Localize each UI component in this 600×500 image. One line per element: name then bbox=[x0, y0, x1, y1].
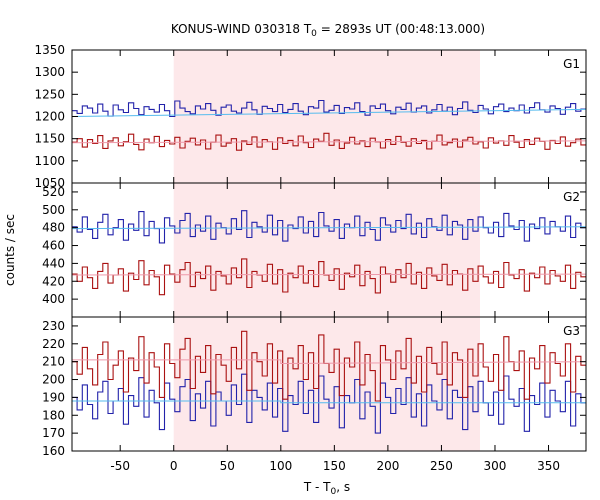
panel-g3-ytick-label: 170 bbox=[42, 426, 65, 440]
panel-g3-ytick-label: 210 bbox=[42, 355, 65, 369]
panel-g2-ytick-label: 420 bbox=[42, 274, 65, 288]
panel-g1-ytick-label: 1350 bbox=[34, 43, 65, 57]
panel-g3-ytick-label: 200 bbox=[42, 373, 65, 387]
panel-g2-ytick-label: 460 bbox=[42, 239, 65, 253]
panel-g3-blue-fit-line bbox=[72, 400, 586, 404]
chart-title-suffix: = 2893s UT (00:48:13.000) bbox=[317, 22, 485, 36]
panel-g1-ytick-label: 1050 bbox=[34, 176, 65, 190]
x-axis-label-suffix: , s bbox=[336, 480, 350, 494]
panel-g1-ytick-label: 1200 bbox=[34, 110, 65, 124]
xtick-label: 200 bbox=[376, 459, 399, 473]
xtick-label: 100 bbox=[269, 459, 292, 473]
panel-g3-red-fit-line bbox=[72, 359, 587, 365]
panel-g3-shaded-region bbox=[173, 317, 480, 451]
xtick-label: 350 bbox=[537, 459, 560, 473]
chart-title-prefix: KONUS-WIND 030318 T bbox=[171, 22, 312, 36]
plot-layer: 1050 1100 1150 1200 1250 1300 1350 G1 400 420 440 4… bbox=[34, 43, 587, 473]
xtick-label: 250 bbox=[430, 459, 453, 473]
panel-g1-red-fit-line bbox=[71, 140, 587, 144]
panel-g1-ytick-label: 1300 bbox=[34, 65, 65, 79]
panel-g2-red-series bbox=[72, 258, 586, 296]
xtick-label: 150 bbox=[323, 459, 346, 473]
xtick-label: 0 bbox=[170, 459, 178, 473]
panel-g1-shaded-region bbox=[173, 50, 480, 183]
panel-g1-ytick-label: 1250 bbox=[34, 87, 65, 101]
panel-g3-ytick-label: 190 bbox=[42, 390, 65, 404]
panel-g2-shaded-region bbox=[173, 183, 480, 317]
panel-g2-ytick-label: 500 bbox=[42, 203, 65, 217]
panel-g1-blue-series bbox=[72, 99, 586, 118]
y-axis-label: counts / sec bbox=[3, 214, 17, 286]
panel-g2-ytick-label: 440 bbox=[42, 256, 65, 270]
x-axis-label: T - T0, s bbox=[303, 480, 350, 497]
panel-g2-red-fit-line bbox=[71, 273, 587, 276]
chart-title-sub: 0 bbox=[311, 29, 317, 39]
panel-g2-blue-fit-line bbox=[71, 226, 587, 230]
panel-g3-name-label: G3 bbox=[563, 324, 580, 338]
x-axis-label-sub: 0 bbox=[331, 487, 337, 497]
panel-g2-ytick-label: 400 bbox=[42, 292, 65, 306]
xtick-label: 300 bbox=[484, 459, 507, 473]
panel-g1-ytick-label: 1150 bbox=[34, 132, 65, 146]
panel-g3-ytick-label: 220 bbox=[42, 337, 65, 351]
panel-g1-blue-fit-line bbox=[71, 108, 587, 117]
panel-g3-blue-series bbox=[72, 373, 586, 434]
panel-g1-name-label: G1 bbox=[563, 57, 580, 71]
panel-g1-ytick-label: 1100 bbox=[34, 154, 65, 168]
xtick-label: 50 bbox=[220, 459, 235, 473]
panel-g2-blue-series bbox=[72, 210, 586, 244]
panel-g2-name-label: G2 bbox=[563, 190, 580, 204]
chart-title: KONUS-WIND 030318 T0 = 2893s UT (00:48:1… bbox=[171, 22, 485, 39]
panel-g2-ytick-label: 520 bbox=[42, 185, 65, 199]
panel-g3-red-series bbox=[72, 330, 586, 402]
panel-g2-ytick-label: 480 bbox=[42, 221, 65, 235]
panel-g3-ytick-label: 230 bbox=[42, 319, 65, 333]
panel-g3-ytick-label: 160 bbox=[42, 444, 65, 458]
panel-g3-ytick-label: 180 bbox=[42, 408, 65, 422]
x-axis-label-prefix: T - T bbox=[303, 480, 331, 494]
panel-g3-frame bbox=[71, 316, 587, 452]
xtick-label: -50 bbox=[110, 459, 130, 473]
